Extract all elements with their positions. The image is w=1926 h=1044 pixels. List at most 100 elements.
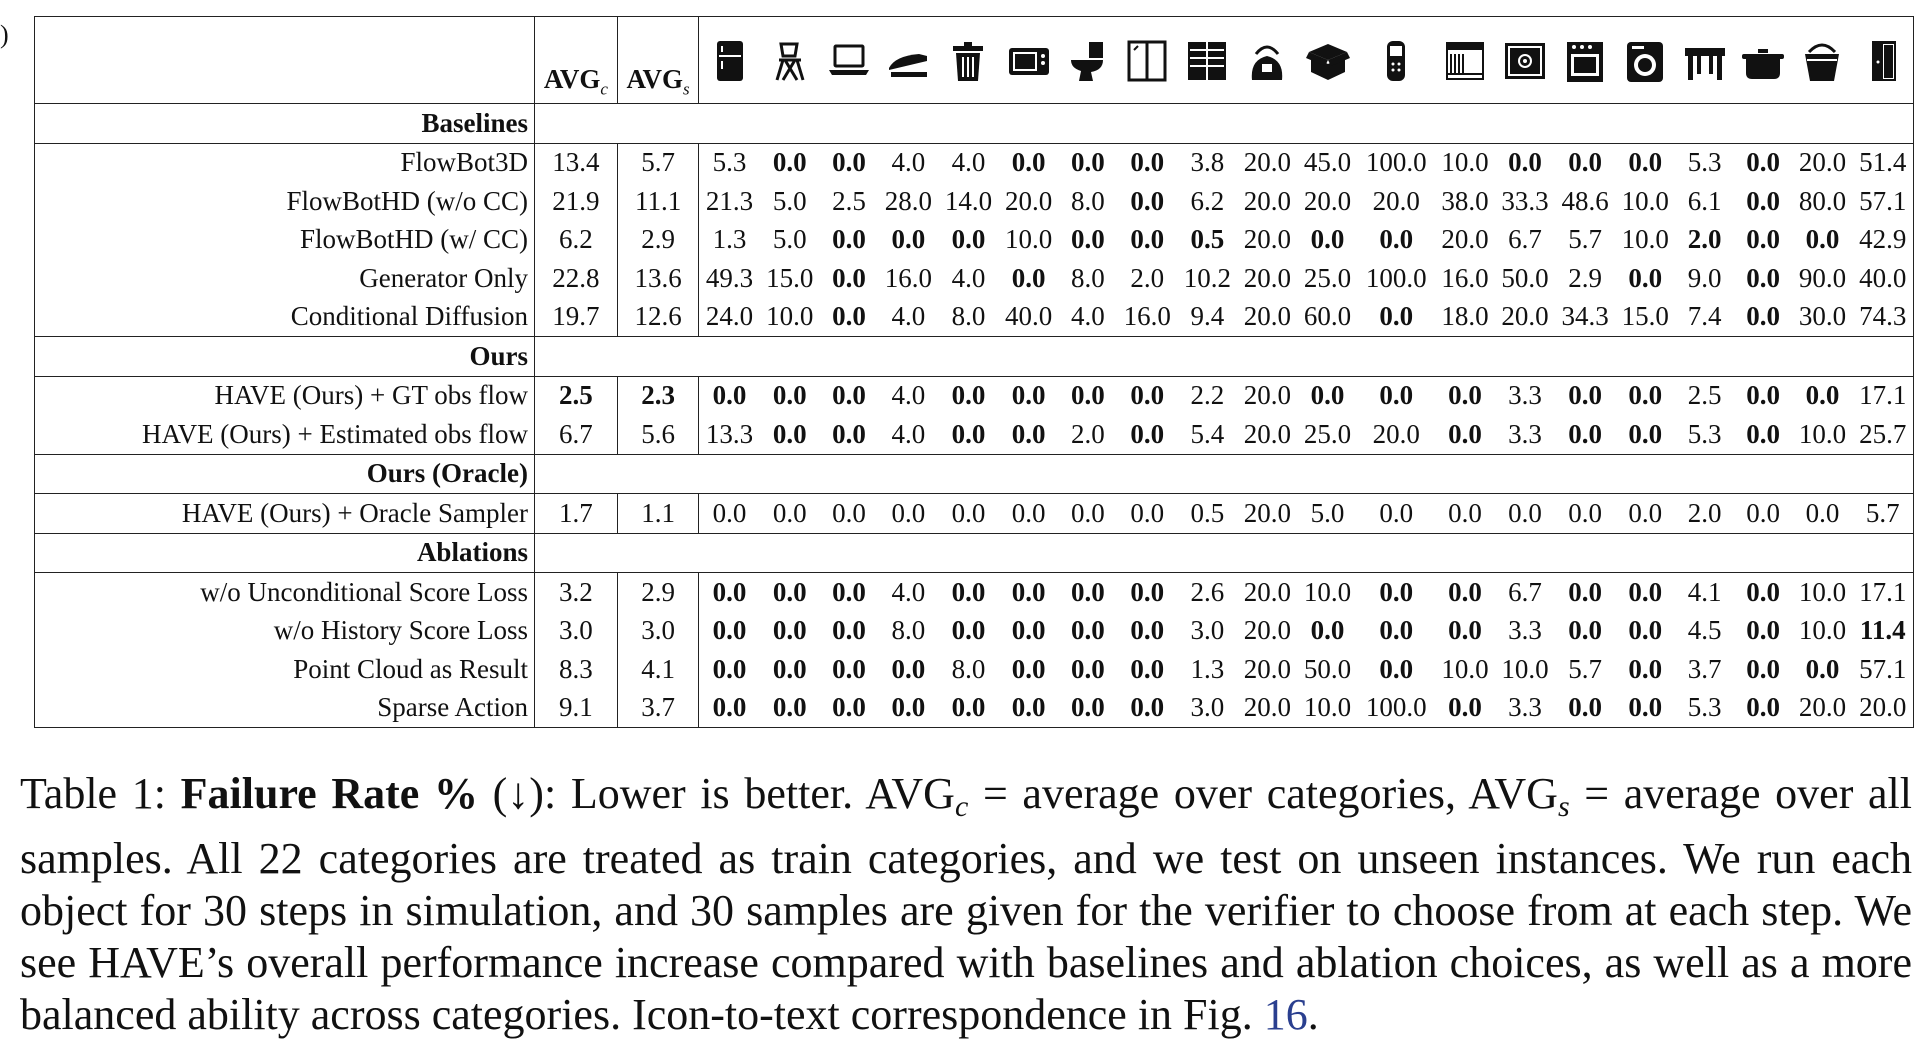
category-value-cell: 0.0 bbox=[698, 493, 760, 534]
category-header-cell bbox=[819, 16, 879, 104]
category-value-cell: 20.0 bbox=[1237, 493, 1298, 534]
category-value-cell: 2.0 bbox=[1130, 262, 1165, 293]
category-value-cell: 5.7 bbox=[1568, 224, 1603, 255]
category-value-cell: 4.0 bbox=[891, 147, 926, 178]
category-value-cell: 20.0 bbox=[1243, 224, 1292, 255]
category-value-cell: 0.0 bbox=[1746, 576, 1780, 607]
category-value-cell: 20.0 bbox=[1852, 688, 1914, 728]
header-avg-c: AVGc bbox=[533, 16, 618, 104]
category-value-cell: 0.0 bbox=[1448, 380, 1482, 411]
caption-part1: : Lower is better. AVG bbox=[543, 769, 955, 818]
category-value-cell: 0.0 bbox=[698, 688, 760, 728]
section-spacer bbox=[533, 336, 1915, 377]
category-value-cell: 0.0 bbox=[1011, 653, 1046, 684]
category-value-cell: 21.3 bbox=[698, 182, 760, 221]
table-row: w/o Unconditional Score Loss 3.2 2.9 0.0 0.0… bbox=[34, 572, 1914, 612]
category-value-cell: 20.0 bbox=[1243, 576, 1292, 607]
category-value-cell: 0.0 bbox=[1130, 380, 1165, 411]
category-value-cell: 57.1 bbox=[1852, 182, 1914, 221]
category-value-cell: 0.0 bbox=[1011, 380, 1046, 411]
category-value-cell: 0.0 bbox=[1568, 615, 1603, 646]
category-value-cell: 25.0 bbox=[1297, 415, 1358, 455]
row-method-name: HAVE (Ours) + Oracle Sampler bbox=[34, 493, 535, 534]
category-value-cell: 8.0 bbox=[938, 297, 999, 337]
stapler-icon bbox=[885, 38, 931, 84]
category-value-cell: 0.0 bbox=[1357, 493, 1435, 534]
category-value-cell: 0.0 bbox=[1555, 688, 1616, 728]
table-row: FlowBotHD (w/ CC) 6.2 2.9 1.3 5.0 0.0 0.0 0.0 10… bbox=[34, 220, 1914, 259]
figure-reference-link[interactable]: 16 bbox=[1263, 990, 1308, 1039]
category-value-cell: 0.0 bbox=[1805, 380, 1840, 411]
category-value-cell: 5.3 bbox=[698, 143, 760, 182]
category-value-cell: 0.0 bbox=[772, 576, 807, 607]
category-value-cell: 0.0 bbox=[1011, 576, 1046, 607]
category-value-cell: 0.0 bbox=[1568, 380, 1603, 411]
section-header-row: Ablations bbox=[34, 532, 1915, 573]
row-avg-s: 13.6 bbox=[616, 259, 699, 298]
caption-suffix: . bbox=[1307, 990, 1319, 1039]
category-value-cell: 0.0 bbox=[1628, 262, 1663, 293]
section-header-row: Ours bbox=[34, 336, 1915, 377]
category-value-cell: 0.0 bbox=[1733, 415, 1793, 455]
category-value-cell: 0.0 bbox=[891, 653, 926, 684]
table-row: Generator Only 22.8 13.6 49.3 15.0 0.0 16.0 4.0… bbox=[34, 259, 1914, 298]
category-value-cell: 0.0 bbox=[832, 380, 866, 411]
oven-icon bbox=[1562, 38, 1608, 84]
category-value-cell: 0.0 bbox=[1117, 493, 1178, 534]
category-value-cell: 10.2 bbox=[1183, 262, 1231, 293]
category-value-cell: 49.3 bbox=[698, 259, 760, 298]
category-value-cell: 0.5 bbox=[1177, 493, 1238, 534]
box-icon bbox=[1305, 38, 1351, 84]
category-value-cell: 0.0 bbox=[1448, 576, 1482, 607]
category-header-cell bbox=[759, 16, 820, 104]
category-header-cell bbox=[1495, 16, 1556, 104]
category-value-cell: 0.0 bbox=[998, 493, 1059, 534]
category-value-cell: 9.0 bbox=[1687, 262, 1722, 293]
category-value-cell: 0.0 bbox=[832, 615, 866, 646]
row-avg-c: 2.5 bbox=[533, 376, 618, 415]
row-method-name: FlowBotHD (w/ CC) bbox=[34, 220, 535, 259]
category-value-cell: 0.0 bbox=[1310, 380, 1345, 411]
row-avg-s: 5.6 bbox=[616, 415, 699, 455]
category-value-cell: 0.0 bbox=[832, 224, 866, 255]
category-value-cell: 0.0 bbox=[1628, 576, 1663, 607]
category-value-cell: 0.0 bbox=[878, 493, 939, 534]
section-spacer bbox=[533, 103, 1915, 144]
category-header-cell bbox=[1792, 16, 1853, 104]
category-header-cell bbox=[1177, 16, 1238, 104]
category-value-cell: 20.0 bbox=[1372, 185, 1420, 216]
category-value-cell: 0.0 bbox=[698, 572, 760, 612]
section-title: Baselines bbox=[34, 103, 535, 144]
category-value-cell: 0.0 bbox=[1628, 653, 1663, 684]
category-value-cell: 0.0 bbox=[1071, 576, 1105, 607]
category-value-cell: 10.0 bbox=[1501, 653, 1549, 684]
category-value-cell: 0.0 bbox=[951, 380, 986, 411]
row-avg-c: 21.9 bbox=[533, 182, 618, 221]
category-value-cell: 90.0 bbox=[1798, 262, 1847, 293]
category-value-cell: 0.0 bbox=[878, 688, 939, 728]
category-value-cell: 1.3 bbox=[1190, 653, 1225, 684]
category-header-cell bbox=[1675, 16, 1734, 104]
category-value-cell: 0.0 bbox=[1130, 185, 1165, 216]
category-value-cell: 48.6 bbox=[1561, 185, 1609, 216]
category-value-cell: 2.9 bbox=[1568, 262, 1603, 293]
category-value-cell: 42.9 bbox=[1852, 220, 1914, 259]
category-value-cell: 6.7 bbox=[1508, 224, 1542, 255]
category-value-cell: 20.0 bbox=[1237, 297, 1298, 337]
category-value-cell: 3.0 bbox=[1177, 688, 1238, 728]
category-header-cell bbox=[1434, 16, 1495, 104]
category-value-cell: 20.0 bbox=[1303, 185, 1352, 216]
category-value-cell: 0.0 bbox=[1058, 688, 1118, 728]
category-value-cell: 0.5 bbox=[1190, 224, 1225, 255]
category-value-cell: 0.0 bbox=[1071, 224, 1105, 255]
kettle-icon bbox=[1244, 38, 1290, 84]
category-value-cell: 4.0 bbox=[878, 297, 939, 337]
caption-part2: = average over categories, AVG bbox=[968, 769, 1558, 818]
category-value-cell: 0.0 bbox=[1379, 380, 1414, 411]
category-value-cell: 80.0 bbox=[1798, 185, 1847, 216]
category-value-cell: 38.0 bbox=[1441, 185, 1489, 216]
category-value-cell: 0.0 bbox=[1508, 147, 1542, 178]
category-value-cell: 0.0 bbox=[1379, 653, 1414, 684]
section-header-row: Ours (Oracle) bbox=[34, 453, 1915, 494]
row-avg-s: 3.0 bbox=[616, 611, 699, 650]
